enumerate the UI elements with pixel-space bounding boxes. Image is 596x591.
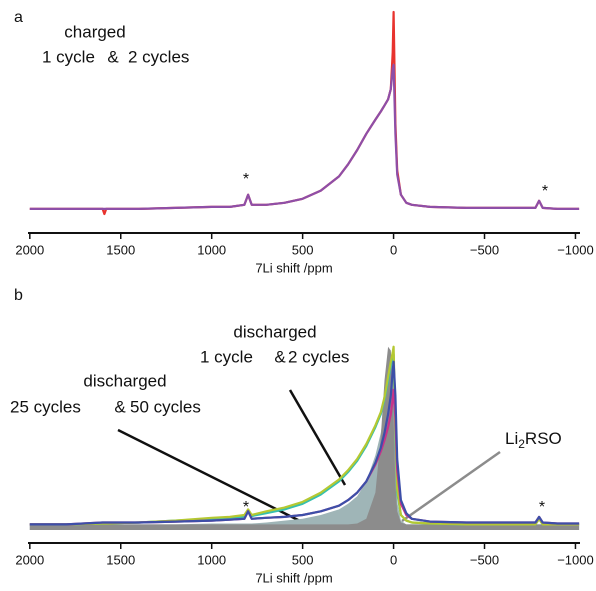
spectrum-line [29, 63, 580, 210]
x-tick-label: 1000 [197, 552, 226, 567]
legend-entry: 50 cycles [130, 397, 201, 416]
legend-entry: 1 cycle [200, 347, 253, 366]
legend-entry: 2 cycles [288, 347, 349, 366]
legend-entry: 1 cycle [42, 47, 95, 66]
spectrum-line [29, 388, 580, 526]
x-tick-label: 1500 [106, 242, 135, 257]
legend-entry: 2 cycles [128, 47, 189, 66]
annotation: discharged [83, 371, 166, 390]
sideband-marker: * [243, 499, 249, 516]
panel-label: a [14, 9, 23, 26]
spectrum-line [29, 345, 580, 526]
x-axis-label: 7Li shift /ppm [255, 570, 332, 585]
x-tick-label: 500 [292, 552, 314, 567]
annotation: charged [64, 22, 125, 41]
x-tick-label: −1000 [557, 552, 594, 567]
annotation: & [114, 397, 126, 416]
annotation: & [107, 47, 119, 66]
x-tick-label: 2000 [15, 552, 44, 567]
x-tick-label: 1000 [197, 242, 226, 257]
leader-line [117, 428, 301, 523]
leader-line [401, 450, 501, 523]
panel-label: b [14, 287, 23, 304]
legend-entry: 25 cycles [10, 397, 81, 416]
x-tick-label: 500 [292, 242, 314, 257]
callout-label: Li2RSO [505, 429, 562, 451]
x-axis-label: 7Li shift /ppm [255, 260, 332, 275]
callout-part: 2 [518, 437, 525, 451]
sideband-marker: * [243, 171, 249, 188]
annotation: & [274, 347, 286, 366]
callout-part: Li [505, 429, 518, 448]
callout-part: RSO [525, 429, 562, 448]
leader-line [288, 389, 347, 486]
x-tick-label: −500 [470, 552, 499, 567]
sideband-marker: * [539, 499, 545, 516]
spectrum-line [29, 360, 580, 526]
x-tick-label: 0 [390, 242, 397, 257]
x-tick-label: 0 [390, 552, 397, 567]
sideband-marker: * [542, 183, 548, 200]
annotation: discharged [233, 322, 316, 341]
x-tick-label: −500 [470, 242, 499, 257]
x-tick-label: 1500 [106, 552, 135, 567]
x-tick-label: 2000 [15, 242, 44, 257]
x-tick-label: −1000 [557, 242, 594, 257]
spectrum-line [29, 10, 580, 216]
